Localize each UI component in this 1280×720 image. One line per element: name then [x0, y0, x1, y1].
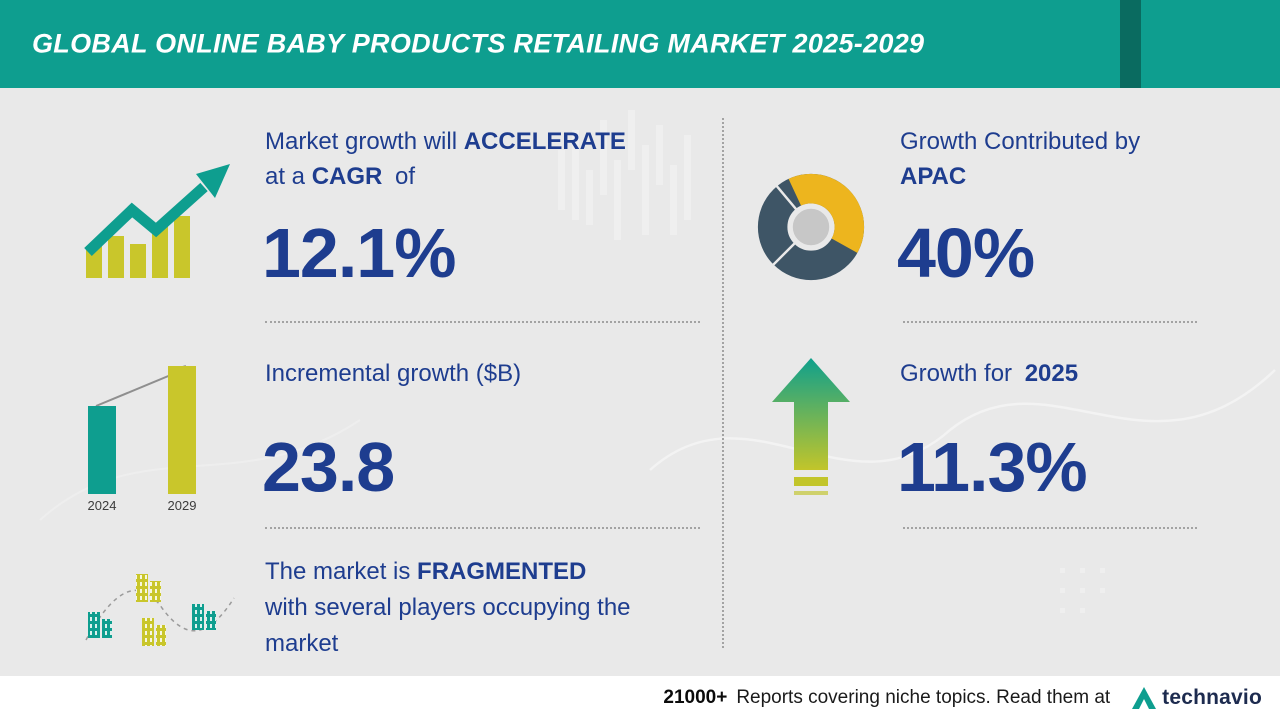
cagr-caption: Market growth will ACCELERATE at a CAGR … — [265, 124, 626, 194]
dotted-divider — [903, 527, 1197, 529]
yoy-value: 11.3% — [897, 428, 1088, 506]
cagr-caption-highlight: ACCELERATE — [463, 128, 626, 155]
dotted-divider — [265, 321, 700, 323]
vertical-divider — [722, 118, 724, 648]
apac-caption: Growth Contributed by APAC — [900, 124, 1140, 194]
technavio-logo[interactable]: technavio — [1131, 686, 1262, 710]
dotted-divider — [265, 527, 700, 529]
cagr-caption-suffix: of — [395, 163, 416, 190]
buildings-icon — [84, 560, 236, 671]
footer-bar: 21000+ Reports covering niche topics. Re… — [0, 676, 1280, 720]
incremental-growth-label: Incremental growth ($B) — [265, 360, 522, 387]
header-fold — [1120, 0, 1141, 88]
technavio-logo-text: technavio — [1162, 686, 1262, 709]
fragmentation-caption: The market is FRAGMENTED with several pl… — [265, 554, 631, 662]
yoy-year: 2025 — [1024, 360, 1079, 387]
apac-value: 40% — [897, 214, 1035, 292]
reports-count: 21000+ — [663, 687, 728, 708]
cagr-caption-mid: at a — [265, 163, 306, 190]
apac-label: Growth Contributed by — [900, 128, 1141, 155]
year-start-label: 2024 — [87, 498, 117, 513]
fragmentation-line3: market — [265, 630, 339, 657]
incremental-growth-value: 23.8 — [262, 428, 395, 506]
dotted-divider — [903, 321, 1197, 323]
donut-chart-icon — [752, 168, 870, 291]
fragmentation-highlight: FRAGMENTED — [417, 558, 587, 585]
cagr-caption-metric: CAGR — [311, 163, 383, 190]
footer-message: Reports covering niche topics. Read them… — [736, 687, 1111, 708]
header-banner: GLOBAL ONLINE BABY PRODUCTS RETAILING MA… — [0, 0, 1280, 88]
technavio-logo-icon — [1132, 687, 1157, 709]
up-arrow-icon — [770, 358, 852, 508]
bar-chart-icon: 2024 2029 — [82, 362, 222, 514]
year-end-label: 2029 — [167, 498, 197, 513]
apac-region: APAC — [900, 163, 967, 190]
cagr-value: 12.1% — [262, 214, 456, 292]
growth-chart-icon — [84, 160, 236, 283]
yoy-label: Growth for — [900, 360, 1013, 387]
cagr-caption-prefix: Market growth will — [265, 128, 458, 155]
yoy-caption: Growth for 2025 — [900, 356, 1078, 391]
fragmentation-line2: with several players occupying the — [265, 594, 631, 621]
fragmentation-prefix: The market is — [265, 558, 411, 585]
page-title: GLOBAL ONLINE BABY PRODUCTS RETAILING MA… — [32, 28, 925, 59]
